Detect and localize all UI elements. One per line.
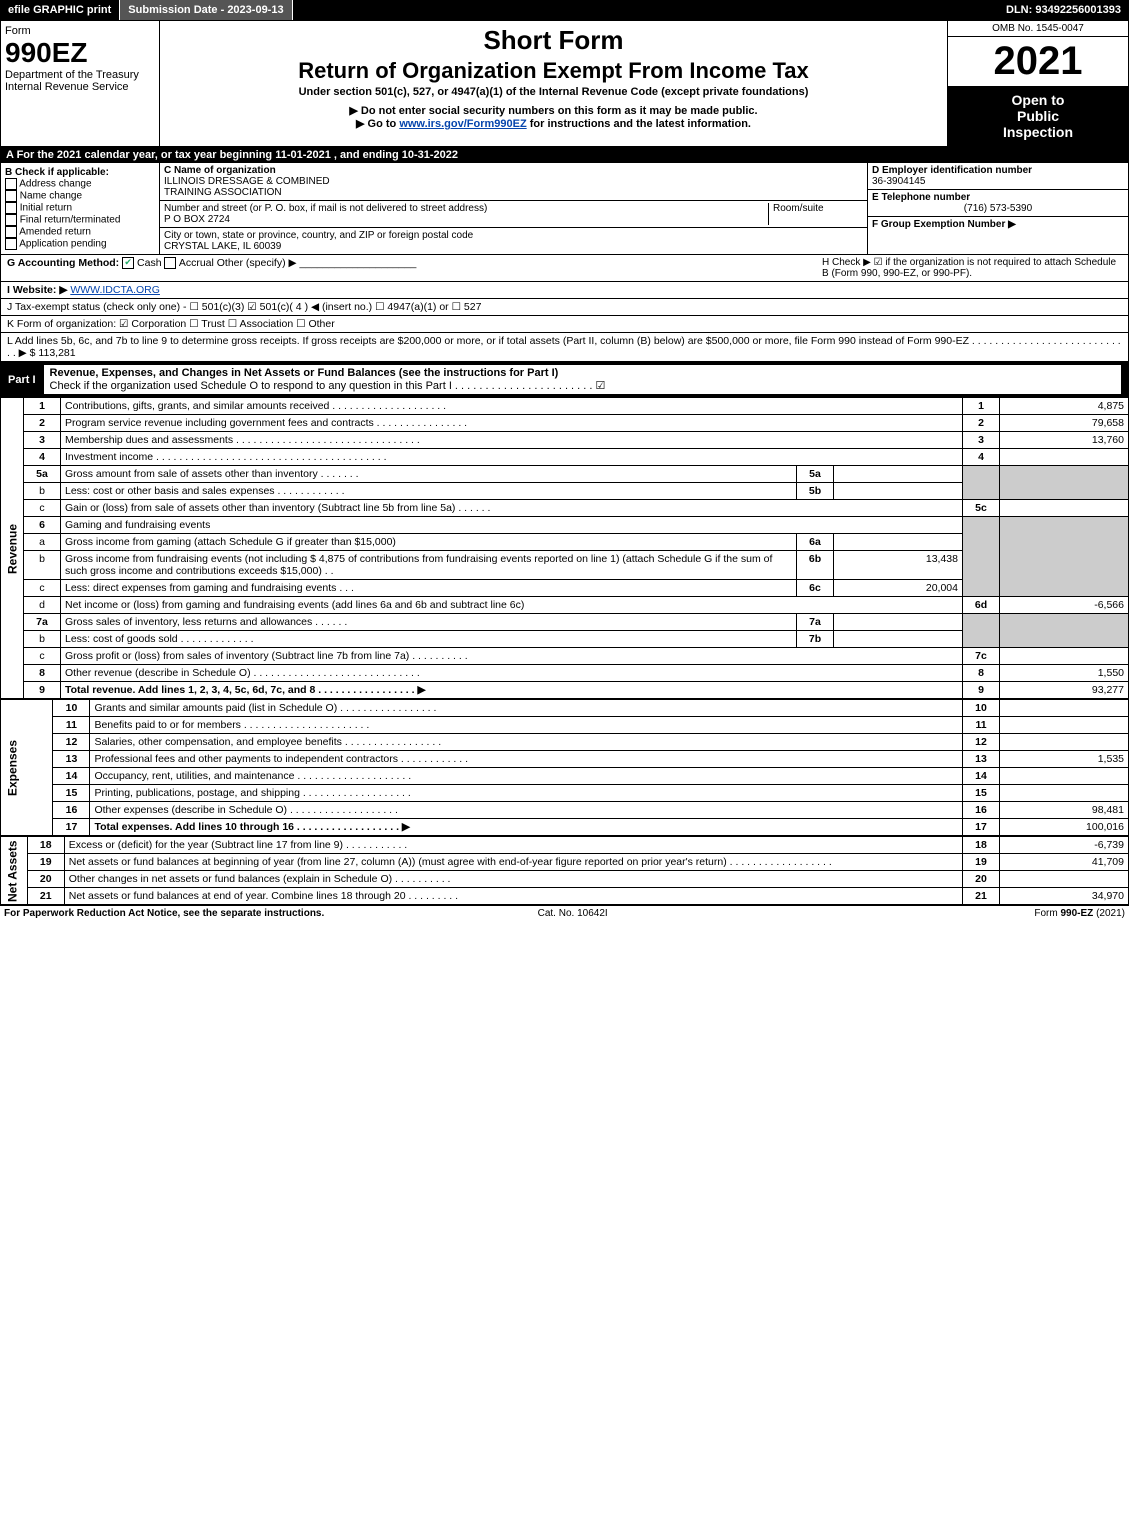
line-3-amount: 13,760 bbox=[1000, 432, 1129, 449]
submission-date: Submission Date - 2023-09-13 bbox=[120, 0, 292, 20]
org-name-1: ILLINOIS DRESSAGE & COMBINED bbox=[164, 176, 863, 187]
city-label: City or town, state or province, country… bbox=[164, 230, 863, 241]
info-grid: B Check if applicable: Address change Na… bbox=[0, 163, 1129, 255]
line-5c-amount bbox=[1000, 500, 1129, 517]
line-14-amount bbox=[1000, 768, 1129, 785]
c-label: C Name of organization bbox=[164, 165, 863, 176]
line-7a-amount bbox=[834, 614, 963, 631]
e-label: E Telephone number bbox=[872, 192, 1124, 203]
room-suite-label: Room/suite bbox=[768, 203, 863, 225]
city-value: CRYSTAL LAKE, IL 60039 bbox=[164, 241, 863, 252]
line-9-amount: 93,277 bbox=[1000, 682, 1129, 699]
form-number: 990EZ bbox=[5, 37, 155, 69]
revenue-label: Revenue bbox=[1, 398, 24, 699]
footer-catalog: Cat. No. 10642I bbox=[538, 908, 608, 919]
street-value: P O BOX 2724 bbox=[164, 214, 768, 225]
line-12-amount bbox=[1000, 734, 1129, 751]
expenses-label: Expenses bbox=[1, 700, 53, 836]
org-name-2: TRAINING ASSOCIATION bbox=[164, 187, 863, 198]
website-link[interactable]: WWW.IDCTA.ORG bbox=[70, 284, 160, 296]
revenue-table: Revenue 1 Contributions, gifts, grants, … bbox=[0, 397, 1129, 699]
line-6b-amount: 13,438 bbox=[834, 551, 963, 580]
checkbox-initial-return[interactable] bbox=[5, 202, 17, 214]
line-2-amount: 79,658 bbox=[1000, 415, 1129, 432]
line-1-amount: 4,875 bbox=[1000, 398, 1129, 415]
line-15-amount bbox=[1000, 785, 1129, 802]
page-footer: For Paperwork Reduction Act Notice, see … bbox=[0, 905, 1129, 921]
footer-left: For Paperwork Reduction Act Notice, see … bbox=[4, 908, 324, 919]
dept-line-1: Department of the Treasury bbox=[5, 69, 155, 81]
form-label: Form bbox=[5, 25, 155, 37]
line-19-amount: 41,709 bbox=[1000, 854, 1129, 871]
section-g-h: G Accounting Method: Cash Accrual Other … bbox=[0, 255, 1129, 282]
short-form-title: Short Form bbox=[164, 25, 943, 56]
f-label: F Group Exemption Number ▶ bbox=[872, 219, 1124, 230]
line-6a-amount bbox=[834, 534, 963, 551]
dept-line-2: Internal Revenue Service bbox=[5, 81, 155, 93]
dln: DLN: 93492256001393 bbox=[998, 0, 1129, 20]
checkbox-accrual[interactable] bbox=[164, 257, 176, 269]
checkbox-cash[interactable] bbox=[122, 257, 134, 269]
irs-link[interactable]: www.irs.gov/Form990EZ bbox=[399, 118, 526, 130]
line-5b-amount bbox=[834, 483, 963, 500]
section-i: I Website: ▶ WWW.IDCTA.ORG bbox=[0, 282, 1129, 299]
ein-value: 36-3904145 bbox=[872, 176, 1124, 187]
inspection-box: Open to Public Inspection bbox=[948, 86, 1128, 146]
warning-2: ▶ Go to www.irs.gov/Form990EZ for instru… bbox=[164, 117, 943, 130]
omb-number: OMB No. 1545-0047 bbox=[948, 21, 1128, 37]
line-21-amount: 34,970 bbox=[1000, 888, 1129, 905]
form-header: Form 990EZ Department of the Treasury In… bbox=[0, 20, 1129, 147]
checkbox-application-pending[interactable] bbox=[5, 238, 17, 250]
section-b: B Check if applicable: Address change Na… bbox=[1, 163, 160, 254]
section-l: L Add lines 5b, 6c, and 7b to line 9 to … bbox=[0, 333, 1129, 362]
header-right: OMB No. 1545-0047 2021 Open to Public In… bbox=[947, 21, 1128, 146]
line-6c-amount: 20,004 bbox=[834, 580, 963, 597]
line-7b-amount bbox=[834, 631, 963, 648]
line-5a-amount bbox=[834, 466, 963, 483]
checkbox-address-change[interactable] bbox=[5, 178, 17, 190]
street-label: Number and street (or P. O. box, if mail… bbox=[164, 203, 768, 214]
line-10-amount bbox=[1000, 700, 1129, 717]
checkbox-final-return[interactable] bbox=[5, 214, 17, 226]
d-label: D Employer identification number bbox=[872, 165, 1124, 176]
section-c: C Name of organization ILLINOIS DRESSAGE… bbox=[160, 163, 868, 254]
line-8-amount: 1,550 bbox=[1000, 665, 1129, 682]
footer-right: Form 990-EZ (2021) bbox=[1034, 908, 1125, 919]
b-label: B Check if applicable: bbox=[5, 167, 155, 178]
section-a: A For the 2021 calendar year, or tax yea… bbox=[0, 147, 1129, 163]
main-title: Return of Organization Exempt From Incom… bbox=[164, 58, 943, 84]
net-assets-table: Net Assets 18 Excess or (deficit) for th… bbox=[0, 836, 1129, 905]
phone-value: (716) 573-5390 bbox=[872, 203, 1124, 214]
line-4-amount bbox=[1000, 449, 1129, 466]
net-assets-label: Net Assets bbox=[1, 837, 28, 905]
efile-label: efile GRAPHIC print bbox=[0, 0, 120, 20]
header-center: Short Form Return of Organization Exempt… bbox=[160, 21, 947, 146]
expenses-table: Expenses 10 Grants and similar amounts p… bbox=[0, 699, 1129, 836]
section-k: K Form of organization: ☑ Corporation ☐ … bbox=[0, 316, 1129, 333]
line-7c-amount bbox=[1000, 648, 1129, 665]
part-1-header: Part I Revenue, Expenses, and Changes in… bbox=[0, 362, 1129, 397]
checkbox-amended-return[interactable] bbox=[5, 226, 17, 238]
section-h: H Check ▶ ☑ if the organization is not r… bbox=[822, 257, 1122, 279]
checkbox-name-change[interactable] bbox=[5, 190, 17, 202]
top-bar: efile GRAPHIC print Submission Date - 20… bbox=[0, 0, 1129, 20]
line-20-amount bbox=[1000, 871, 1129, 888]
line-6d-amount: -6,566 bbox=[1000, 597, 1129, 614]
header-left: Form 990EZ Department of the Treasury In… bbox=[1, 21, 160, 146]
line-13-amount: 1,535 bbox=[1000, 751, 1129, 768]
section-j: J Tax-exempt status (check only one) - ☐… bbox=[0, 299, 1129, 316]
line-18-amount: -6,739 bbox=[1000, 837, 1129, 854]
line-17-amount: 100,016 bbox=[1000, 819, 1129, 836]
line-11-amount bbox=[1000, 717, 1129, 734]
line-16-amount: 98,481 bbox=[1000, 802, 1129, 819]
tax-year: 2021 bbox=[948, 37, 1128, 86]
subtitle: Under section 501(c), 527, or 4947(a)(1)… bbox=[164, 86, 943, 98]
warning-1: ▶ Do not enter social security numbers o… bbox=[164, 104, 943, 117]
section-d-e-f: D Employer identification number 36-3904… bbox=[868, 163, 1128, 254]
